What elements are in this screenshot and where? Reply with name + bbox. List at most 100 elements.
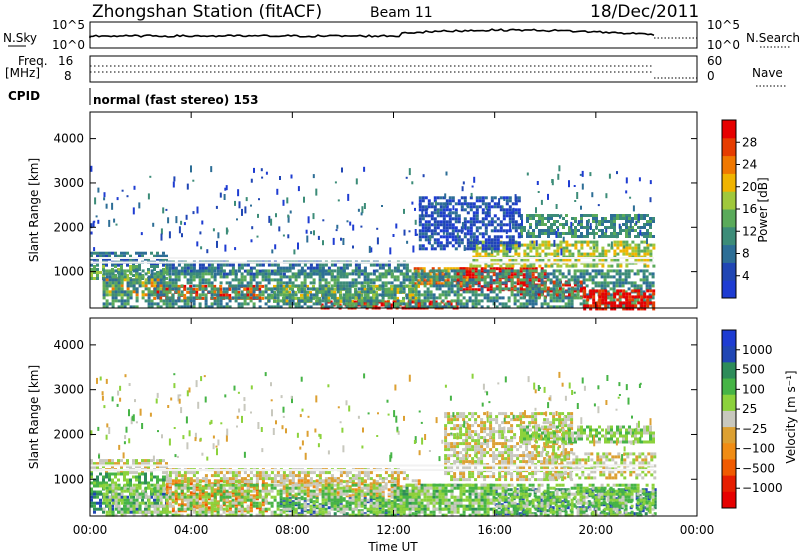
scatter-cell [438, 269, 442, 273]
scatter-cell [198, 488, 202, 492]
scatter-cell [177, 296, 181, 300]
scatter-cell [351, 474, 355, 478]
scatter-cell [408, 296, 411, 300]
scatter-cell [493, 238, 497, 242]
scatter-cell [462, 181, 465, 185]
scatter-cell [453, 305, 457, 309]
scatter-cell [222, 293, 226, 297]
scatter-cell [237, 302, 241, 306]
scatter-cell [105, 284, 109, 288]
scatter-cell [418, 247, 422, 251]
scatter-cell [138, 465, 141, 469]
scatter-cell [177, 509, 181, 513]
scatter-cell [462, 302, 466, 306]
scatter-cell [564, 281, 568, 285]
scatter-cell [99, 251, 102, 255]
scatter-cell [186, 278, 190, 282]
scatter-cell [264, 302, 268, 306]
scatter-cell [601, 246, 605, 250]
scatter-cell [366, 293, 370, 297]
scatter-cell [198, 272, 202, 276]
scatter-cell [339, 474, 343, 478]
scatter-cell [421, 223, 425, 227]
scatter-cell [465, 305, 469, 309]
scatter-cell [586, 264, 590, 268]
scatter-cell [439, 214, 443, 218]
scatter-cell [594, 269, 598, 273]
scatter-cell [571, 264, 575, 268]
scatter-cell [303, 263, 307, 267]
scatter-cell [550, 289, 553, 293]
scatter-cell [555, 296, 559, 300]
scatter-cell [534, 278, 538, 282]
scatter-cell [294, 290, 297, 294]
scatter-cell [483, 278, 487, 282]
scatter-cell [592, 252, 596, 256]
scatter-cell [201, 500, 205, 504]
scatter-cell [178, 226, 181, 234]
scatter-cell [629, 222, 632, 229]
scatter-cell [348, 296, 352, 300]
scatter-cell [330, 293, 334, 297]
scatter-cell [330, 275, 334, 279]
scatter-cell [619, 214, 622, 217]
scatter-cell [549, 296, 553, 300]
cpid-text: normal (fast stereo) 153 [93, 93, 259, 107]
scatter-cell [537, 275, 541, 279]
scatter-cell [228, 477, 232, 481]
scatter-cell [141, 251, 144, 255]
scatter-cell [432, 281, 436, 285]
scatter-cell [99, 271, 102, 274]
scatter-cell [424, 205, 428, 209]
scatter-cell [612, 290, 616, 294]
scatter-cell [108, 257, 111, 261]
scatter-cell [99, 459, 102, 463]
scatter-cell [618, 281, 622, 285]
scatter-cell [246, 482, 250, 486]
scatter-cell [360, 293, 363, 297]
scatter-cell [159, 278, 163, 282]
scatter-cell [357, 293, 361, 297]
scatter-cell [561, 296, 565, 300]
scatter-cell [297, 290, 301, 294]
scatter-cell [243, 299, 247, 303]
scatter-cell [408, 278, 412, 282]
scatter-cell [216, 471, 220, 475]
scatter-cell [453, 293, 457, 297]
scatter-cell [634, 252, 638, 256]
scatter-cell [585, 293, 589, 297]
scatter-cell [99, 501, 102, 505]
scatter-cell [484, 238, 488, 242]
scatter-cell [622, 240, 626, 244]
scatter-cell [466, 247, 470, 251]
scatter-cell [117, 293, 121, 297]
scatter-cell [354, 284, 358, 288]
scatter-cell [442, 226, 446, 230]
scatter-cell [156, 462, 159, 466]
scatter-cell [445, 199, 449, 203]
scatter-cell [312, 302, 316, 306]
scatter-cell [347, 193, 350, 201]
scatter-cell [541, 249, 545, 253]
scatter-cell [544, 264, 548, 268]
scatter-cell [598, 258, 602, 262]
scatter-cell [93, 465, 96, 469]
scatter-cell [236, 218, 238, 221]
scatter-cell [147, 271, 150, 274]
scatter-cell [231, 474, 235, 478]
scatter-cell [120, 459, 123, 463]
scatter-cell [587, 218, 590, 223]
scatter-cell [153, 501, 156, 505]
scatter-cell [186, 287, 190, 291]
scatter-cell [576, 284, 580, 288]
scatter-cell [511, 202, 515, 206]
scatter-cell [210, 281, 214, 285]
scatter-cell [520, 214, 523, 217]
scatter-cell [451, 235, 455, 239]
scatter-cell [282, 302, 286, 306]
scatter-cell [105, 299, 109, 303]
scatter-cell [126, 296, 130, 300]
scatter-cell [425, 282, 429, 286]
scatter-cell [639, 287, 643, 291]
scatter-cell [454, 217, 458, 221]
